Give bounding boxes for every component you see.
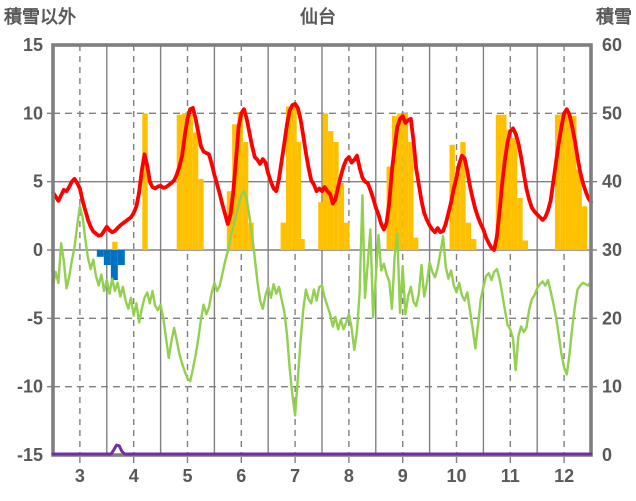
orange-bars-bar: [280, 222, 286, 250]
orange-bars-bar: [471, 239, 477, 250]
orange-bars-bar: [511, 137, 518, 250]
y-right-tick-label: 10: [602, 377, 622, 397]
x-tick-label: 3: [75, 466, 85, 486]
y-left-tick-label: 15: [23, 35, 43, 55]
x-tick-label: 10: [446, 466, 466, 486]
y-right-tick-label: 20: [602, 308, 622, 328]
orange-bars-bar: [565, 113, 572, 250]
orange-bars-bar: [327, 131, 334, 250]
y-left-tick-label: 5: [33, 172, 43, 192]
orange-bars-bar: [465, 222, 472, 250]
orange-bars-bar: [322, 113, 328, 250]
orange-bars-bar: [192, 132, 199, 250]
left-axis-title: 積雪以外: [4, 7, 76, 27]
x-tick-label: 4: [129, 466, 139, 486]
x-tick-label: 7: [290, 466, 300, 486]
orange-bars-bar: [517, 198, 523, 250]
orange-bars-bar: [560, 113, 566, 250]
orange-bars-bar: [402, 113, 409, 250]
right-axis-title: 積雪: [596, 7, 632, 27]
x-tick-label: 8: [344, 466, 354, 486]
orange-bars-bar: [291, 105, 297, 250]
x-tick-label: 6: [236, 466, 246, 486]
orange-bars-bar: [142, 113, 148, 250]
blue-bars-bar: [96, 250, 104, 257]
orange-bars-bar: [495, 114, 502, 250]
orange-bars-bar: [397, 113, 403, 250]
orange-bars-bar: [344, 222, 350, 250]
orange-bars-bar: [506, 129, 512, 250]
y-left-tick-label: 10: [23, 103, 43, 123]
orange-bars-bar: [408, 142, 414, 250]
orange-bars-bar: [460, 142, 466, 250]
y-left-tick-label: 0: [33, 240, 43, 260]
orange-bars-bar: [412, 237, 419, 250]
orange-bars-bar: [338, 183, 345, 250]
red-line: [51, 101, 593, 252]
y-right-tick-label: 40: [602, 172, 622, 192]
blue-bars-bar: [103, 250, 111, 266]
orange-bars-bar: [187, 114, 193, 250]
y-left-tick-label: -10: [17, 377, 43, 397]
y-right-tick-label: 60: [602, 35, 622, 55]
purple-snow-depth-line: [51, 443, 593, 456]
y-left-tick-label: -5: [27, 308, 43, 328]
orange-bars-bar: [522, 240, 529, 250]
y-left-tick-label: -15: [17, 445, 43, 465]
y-right-tick-label: 50: [602, 103, 622, 123]
orange-bars-bar: [554, 114, 561, 250]
green-line: [51, 189, 593, 417]
orange-bars-bar: [112, 241, 118, 250]
blue-bars-bar: [110, 250, 118, 281]
orange-bars-bar: [454, 172, 461, 250]
y-right-tick-label: 30: [602, 240, 622, 260]
x-tick-label: 9: [398, 466, 408, 486]
orange-bars-bar: [248, 222, 254, 250]
x-tick-label: 12: [554, 466, 574, 486]
orange-bars-bar: [576, 169, 582, 250]
x-tick-label: 11: [501, 466, 520, 486]
x-tick-label: 5: [182, 466, 192, 486]
orange-bars-bar: [318, 202, 324, 250]
blue-bars-bar: [117, 250, 125, 266]
orange-bars-bar: [285, 106, 292, 250]
orange-bars-bar: [237, 111, 243, 250]
orange-bars-bar: [182, 113, 188, 250]
orange-bars-bar: [581, 206, 588, 250]
orange-bars-bar: [571, 116, 577, 250]
orange-bars-bar: [198, 178, 204, 250]
orange-bars-bar: [299, 239, 305, 250]
y-right-tick-label: 0: [602, 445, 612, 465]
orange-bars-bar: [295, 142, 302, 250]
orange-bars-bar: [176, 114, 183, 250]
chart-title: 仙台: [300, 7, 336, 27]
orange-bars-bar: [391, 116, 398, 250]
